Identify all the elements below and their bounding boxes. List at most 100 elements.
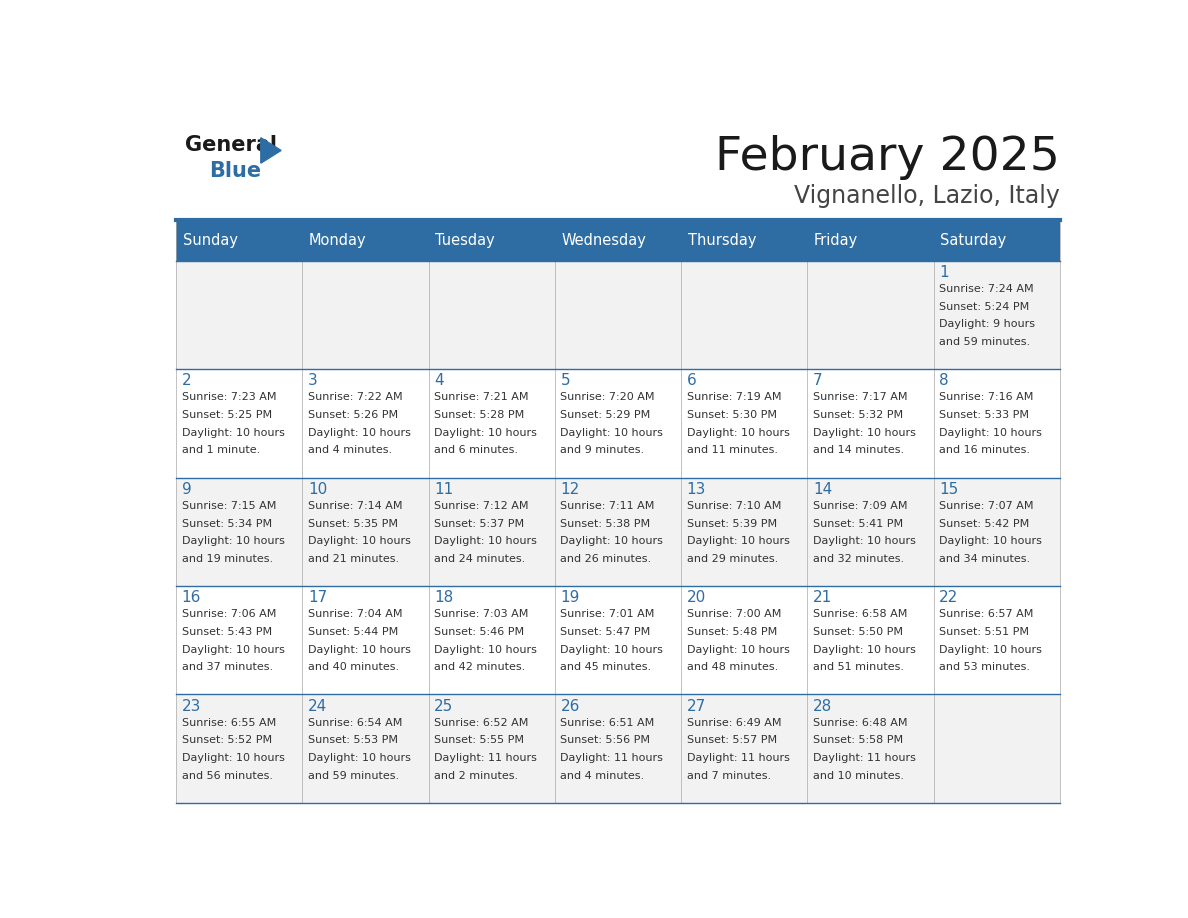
Text: and 40 minutes.: and 40 minutes. — [308, 663, 399, 672]
Bar — [934, 219, 1060, 261]
Text: 10: 10 — [308, 482, 327, 497]
Text: Sunset: 5:29 PM: Sunset: 5:29 PM — [561, 410, 651, 420]
Text: Sunrise: 7:03 AM: Sunrise: 7:03 AM — [434, 610, 529, 620]
Text: Daylight: 10 hours: Daylight: 10 hours — [687, 428, 790, 438]
Text: Daylight: 10 hours: Daylight: 10 hours — [308, 428, 411, 438]
Text: and 45 minutes.: and 45 minutes. — [561, 663, 651, 672]
Text: Daylight: 10 hours: Daylight: 10 hours — [182, 536, 284, 546]
Bar — [681, 586, 808, 694]
Text: Sunrise: 7:17 AM: Sunrise: 7:17 AM — [813, 393, 908, 402]
Text: and 56 minutes.: and 56 minutes. — [182, 771, 272, 781]
Text: Sunset: 5:47 PM: Sunset: 5:47 PM — [561, 627, 651, 637]
Text: Thursday: Thursday — [688, 233, 756, 248]
Bar — [808, 694, 934, 803]
Text: Sunrise: 7:19 AM: Sunrise: 7:19 AM — [687, 393, 782, 402]
Text: Sunrise: 7:12 AM: Sunrise: 7:12 AM — [434, 501, 529, 511]
Text: 2: 2 — [182, 374, 191, 388]
Text: and 4 minutes.: and 4 minutes. — [561, 771, 645, 781]
Text: Sunrise: 6:58 AM: Sunrise: 6:58 AM — [813, 610, 908, 620]
Bar — [303, 219, 429, 261]
Text: Tuesday: Tuesday — [435, 233, 495, 248]
Text: Daylight: 11 hours: Daylight: 11 hours — [434, 753, 537, 763]
Bar — [555, 694, 681, 803]
Text: Sunrise: 6:48 AM: Sunrise: 6:48 AM — [813, 718, 908, 728]
Text: Sunrise: 7:22 AM: Sunrise: 7:22 AM — [308, 393, 403, 402]
Text: Sunset: 5:39 PM: Sunset: 5:39 PM — [687, 519, 777, 529]
Text: Saturday: Saturday — [940, 233, 1006, 248]
Bar — [555, 219, 681, 261]
Bar — [303, 586, 429, 694]
Text: Sunset: 5:38 PM: Sunset: 5:38 PM — [561, 519, 651, 529]
Text: Daylight: 10 hours: Daylight: 10 hours — [308, 644, 411, 655]
Text: Sunset: 5:37 PM: Sunset: 5:37 PM — [434, 519, 524, 529]
Text: 22: 22 — [940, 590, 959, 605]
Text: Sunset: 5:53 PM: Sunset: 5:53 PM — [308, 735, 398, 745]
Text: Sunrise: 7:01 AM: Sunrise: 7:01 AM — [561, 610, 655, 620]
Text: February 2025: February 2025 — [715, 135, 1060, 180]
Text: and 11 minutes.: and 11 minutes. — [687, 445, 778, 455]
Text: 9: 9 — [182, 482, 191, 497]
Text: Sunset: 5:48 PM: Sunset: 5:48 PM — [687, 627, 777, 637]
Text: 27: 27 — [687, 699, 706, 713]
Text: Sunrise: 7:06 AM: Sunrise: 7:06 AM — [182, 610, 276, 620]
Bar — [176, 694, 303, 803]
Bar — [303, 261, 429, 369]
Text: Blue: Blue — [209, 161, 261, 181]
Text: and 59 minutes.: and 59 minutes. — [940, 337, 1030, 347]
Text: and 26 minutes.: and 26 minutes. — [561, 554, 651, 564]
Text: Sunrise: 7:16 AM: Sunrise: 7:16 AM — [940, 393, 1034, 402]
Text: Sunrise: 7:14 AM: Sunrise: 7:14 AM — [308, 501, 403, 511]
Text: and 34 minutes.: and 34 minutes. — [940, 554, 1030, 564]
Text: Sunset: 5:58 PM: Sunset: 5:58 PM — [813, 735, 903, 745]
Text: Daylight: 10 hours: Daylight: 10 hours — [434, 644, 537, 655]
Text: and 16 minutes.: and 16 minutes. — [940, 445, 1030, 455]
Bar — [934, 261, 1060, 369]
Text: Sunset: 5:24 PM: Sunset: 5:24 PM — [940, 302, 1030, 312]
Text: Sunrise: 7:09 AM: Sunrise: 7:09 AM — [813, 501, 908, 511]
Bar — [808, 219, 934, 261]
Text: Daylight: 10 hours: Daylight: 10 hours — [813, 428, 916, 438]
Text: Sunset: 5:50 PM: Sunset: 5:50 PM — [813, 627, 903, 637]
Text: 6: 6 — [687, 374, 696, 388]
Text: and 9 minutes.: and 9 minutes. — [561, 445, 645, 455]
Text: and 42 minutes.: and 42 minutes. — [434, 663, 525, 672]
Bar — [176, 586, 303, 694]
Text: Friday: Friday — [814, 233, 858, 248]
Text: Sunrise: 6:55 AM: Sunrise: 6:55 AM — [182, 718, 276, 728]
Text: 24: 24 — [308, 699, 327, 713]
Text: 5: 5 — [561, 374, 570, 388]
Text: Daylight: 10 hours: Daylight: 10 hours — [940, 428, 1042, 438]
Text: Daylight: 9 hours: Daylight: 9 hours — [940, 319, 1035, 330]
Text: Sunset: 5:26 PM: Sunset: 5:26 PM — [308, 410, 398, 420]
Bar — [808, 586, 934, 694]
Bar — [176, 261, 303, 369]
Text: Sunset: 5:42 PM: Sunset: 5:42 PM — [940, 519, 1030, 529]
Text: Daylight: 10 hours: Daylight: 10 hours — [813, 536, 916, 546]
Text: Daylight: 10 hours: Daylight: 10 hours — [687, 644, 790, 655]
Text: Sunset: 5:25 PM: Sunset: 5:25 PM — [182, 410, 272, 420]
Text: Sunset: 5:56 PM: Sunset: 5:56 PM — [561, 735, 651, 745]
Text: 14: 14 — [813, 482, 833, 497]
Text: Daylight: 10 hours: Daylight: 10 hours — [940, 644, 1042, 655]
Text: Daylight: 10 hours: Daylight: 10 hours — [434, 536, 537, 546]
Text: Daylight: 10 hours: Daylight: 10 hours — [561, 428, 663, 438]
Text: 26: 26 — [561, 699, 580, 713]
Text: Sunrise: 7:23 AM: Sunrise: 7:23 AM — [182, 393, 276, 402]
Text: and 21 minutes.: and 21 minutes. — [308, 554, 399, 564]
Text: Wednesday: Wednesday — [562, 233, 646, 248]
Text: Sunrise: 7:04 AM: Sunrise: 7:04 AM — [308, 610, 403, 620]
Text: 19: 19 — [561, 590, 580, 605]
Text: Sunset: 5:46 PM: Sunset: 5:46 PM — [434, 627, 524, 637]
Text: Sunset: 5:41 PM: Sunset: 5:41 PM — [813, 519, 903, 529]
Text: 1: 1 — [940, 265, 949, 280]
Text: Sunrise: 6:54 AM: Sunrise: 6:54 AM — [308, 718, 403, 728]
Text: 18: 18 — [434, 590, 454, 605]
Text: Sunday: Sunday — [183, 233, 238, 248]
Text: Sunrise: 6:51 AM: Sunrise: 6:51 AM — [561, 718, 655, 728]
Bar — [303, 477, 429, 586]
Bar — [555, 261, 681, 369]
Text: Sunset: 5:32 PM: Sunset: 5:32 PM — [813, 410, 903, 420]
Text: Sunset: 5:52 PM: Sunset: 5:52 PM — [182, 735, 272, 745]
Bar — [176, 477, 303, 586]
Text: Daylight: 10 hours: Daylight: 10 hours — [561, 536, 663, 546]
